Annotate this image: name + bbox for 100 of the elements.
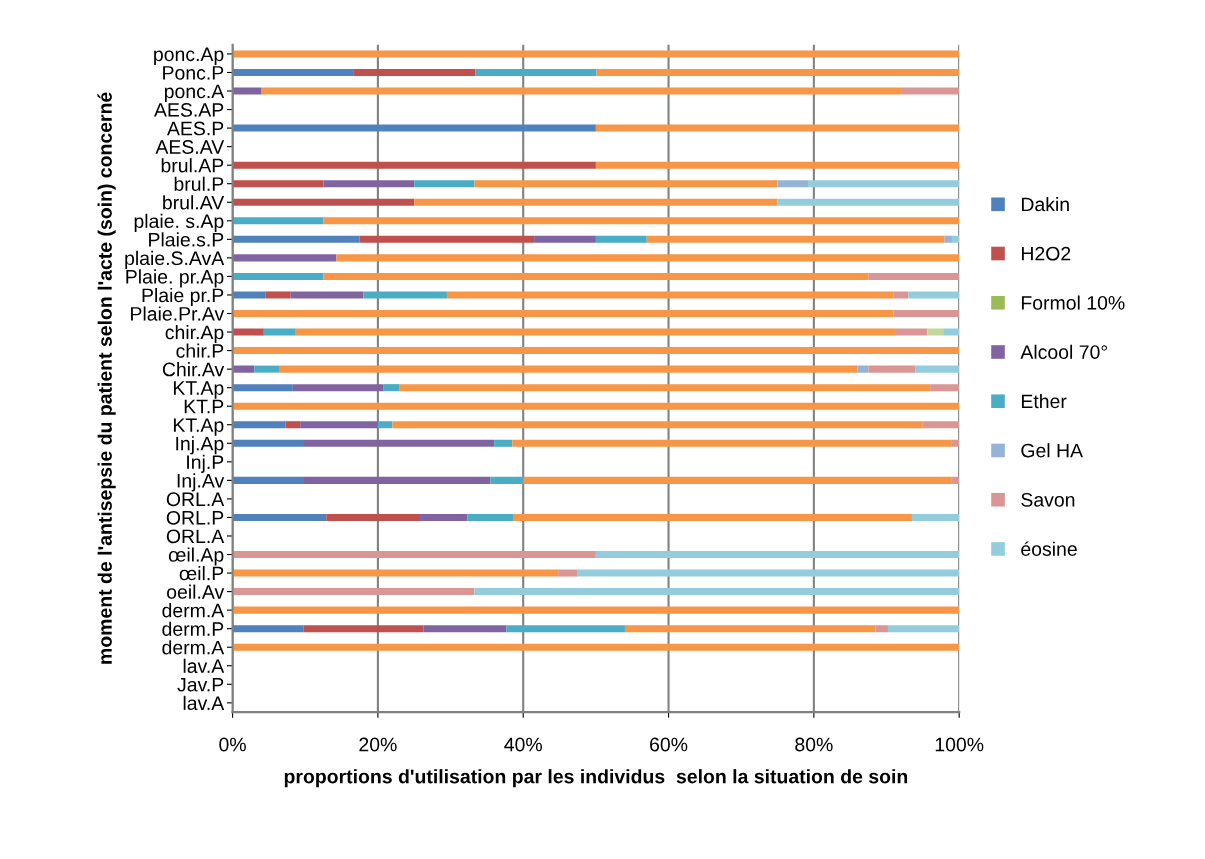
y-tick-label: plaie. s.Ap xyxy=(134,213,224,232)
y-tick-label: Inj.P xyxy=(187,454,224,473)
y-tick-label: KT.Ap xyxy=(173,418,224,436)
y-tick-label: Inj.Ap xyxy=(176,436,224,455)
bar xyxy=(777,198,960,206)
y-tick-label: KT.P xyxy=(184,399,224,414)
bar xyxy=(254,365,280,373)
bar xyxy=(263,328,296,336)
y-tick-label: Jav.P xyxy=(177,677,224,692)
bar xyxy=(232,476,304,484)
x-tick-label: 60% xyxy=(650,737,688,752)
bar xyxy=(232,439,304,447)
bar xyxy=(423,625,507,633)
y-tick-label: ponc.Ap xyxy=(154,47,224,66)
bar xyxy=(232,625,304,633)
bar xyxy=(596,68,960,76)
bar xyxy=(295,328,896,336)
bar xyxy=(595,235,647,243)
y-tick-label: derm.A xyxy=(162,603,225,618)
bar xyxy=(414,198,778,206)
bar xyxy=(915,365,960,373)
bar xyxy=(300,421,378,429)
bar xyxy=(893,309,960,318)
bar xyxy=(595,551,960,559)
bar xyxy=(901,87,960,95)
bar xyxy=(232,217,324,225)
bar xyxy=(908,291,960,299)
bar xyxy=(323,180,415,188)
legend-label: Formol 10% xyxy=(1021,295,1125,310)
bar xyxy=(414,180,475,188)
bar xyxy=(232,235,360,243)
bar xyxy=(513,513,912,521)
legend-label: Ether xyxy=(1021,393,1067,409)
x-tick-label: 100% xyxy=(935,737,984,752)
bar xyxy=(232,569,559,577)
y-tick-label: ORL.A xyxy=(166,492,225,507)
bar xyxy=(474,588,960,596)
bar xyxy=(279,365,858,373)
bar xyxy=(951,476,960,484)
y-tick-label: KT.Ap xyxy=(173,381,224,399)
bar xyxy=(232,309,894,318)
y-tick-label: brul.AV xyxy=(163,195,225,210)
bar xyxy=(494,439,513,447)
bar xyxy=(506,625,625,633)
y-tick-label: plaie.S.AvA xyxy=(125,250,225,269)
y-tick-label: derm.A xyxy=(162,640,225,655)
legend-label: éosine xyxy=(1021,541,1077,556)
y-tick-label: Plaie. pr.Ap xyxy=(126,269,224,288)
bar xyxy=(777,180,809,188)
bar xyxy=(490,476,524,484)
x-tick-label: 40% xyxy=(504,737,542,752)
y-tick-label: AES.AV xyxy=(155,140,225,154)
bar xyxy=(232,328,264,336)
bar xyxy=(893,291,909,299)
bar xyxy=(922,421,960,429)
y-tick-label: œil.Ap xyxy=(168,547,224,566)
y-tick-label: brul.P xyxy=(174,176,224,191)
legend-label: Dakin xyxy=(1021,197,1069,212)
bar xyxy=(232,50,960,58)
bar xyxy=(383,384,400,392)
y-tick-label: Ponc.P xyxy=(163,66,224,80)
bar xyxy=(232,198,415,206)
bar xyxy=(911,513,960,521)
bar xyxy=(624,625,876,633)
y-tick-label: lav.A xyxy=(183,658,225,673)
bar xyxy=(303,625,424,633)
bar xyxy=(808,180,960,188)
bar xyxy=(232,161,596,169)
legend-label: Alcool 70° xyxy=(1020,344,1107,359)
bar xyxy=(326,513,421,521)
bar xyxy=(353,68,476,76)
bar xyxy=(523,476,952,484)
bar xyxy=(232,365,255,373)
bar xyxy=(232,347,960,355)
bar xyxy=(232,68,354,76)
y-tick-label: Plaie.s.P xyxy=(149,232,224,247)
x-tick-label: 20% xyxy=(359,737,397,752)
bar xyxy=(446,291,894,299)
bar xyxy=(303,439,495,447)
bar xyxy=(857,365,869,373)
bar xyxy=(895,328,928,336)
bar xyxy=(868,365,916,373)
bar xyxy=(232,551,596,559)
bar xyxy=(232,291,266,299)
bar xyxy=(392,421,923,429)
bar xyxy=(887,625,960,633)
bar xyxy=(232,588,475,596)
y-tick-label: chir.P xyxy=(176,343,224,358)
x-tick-label: 0% xyxy=(219,737,246,752)
bar xyxy=(399,384,931,392)
bar xyxy=(261,87,902,95)
bar xyxy=(232,606,960,614)
bar xyxy=(232,254,337,262)
bar xyxy=(336,254,960,262)
y-tick-label: AES.AP xyxy=(154,103,224,117)
bar xyxy=(943,328,960,336)
bar xyxy=(323,217,960,225)
y-tick-label: brul.AP xyxy=(161,158,224,173)
bar xyxy=(285,421,301,429)
bar xyxy=(595,124,960,132)
